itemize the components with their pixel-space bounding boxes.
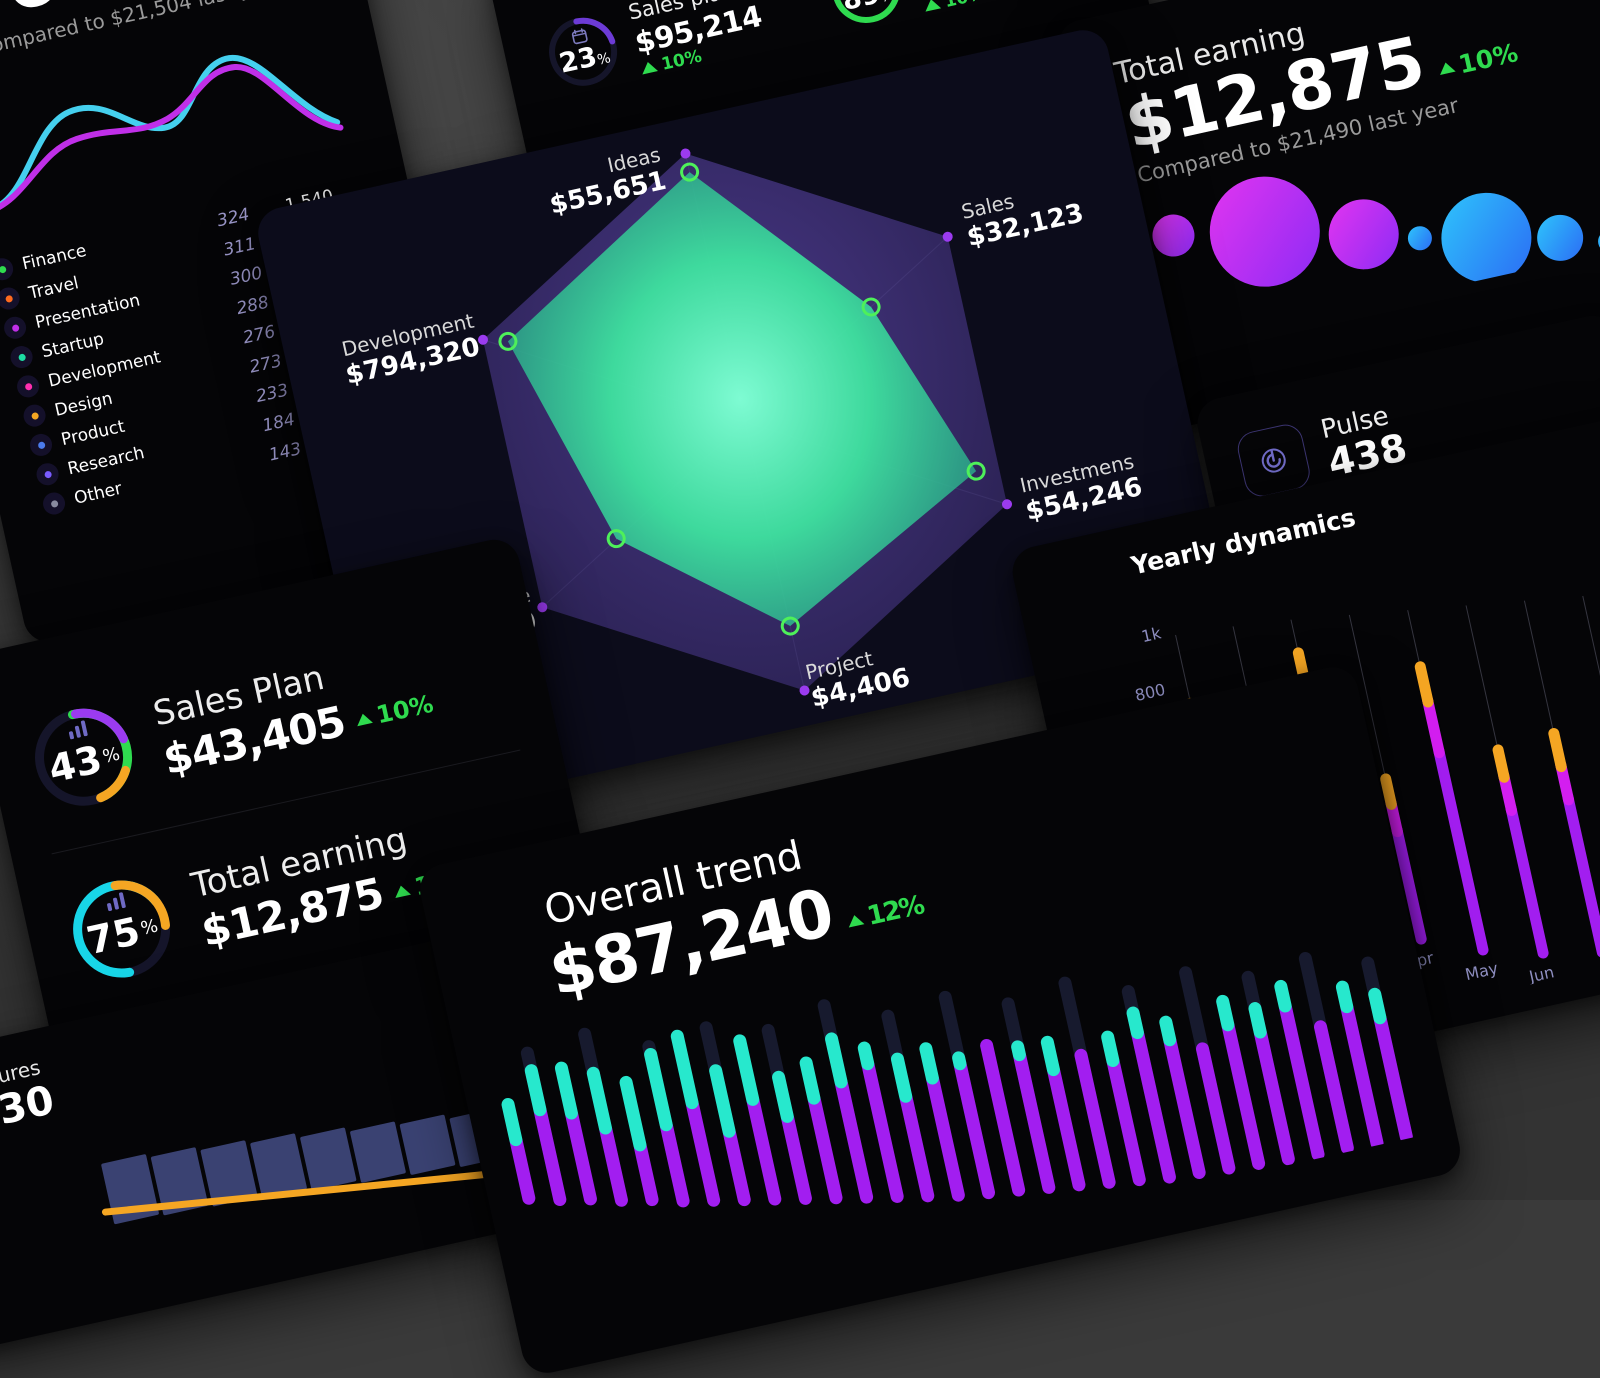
- bubble-chart: [1143, 102, 1600, 348]
- legend-dot-icon: [34, 461, 61, 488]
- legend-dot-icon: [8, 343, 35, 371]
- y-tick: 800: [1133, 680, 1167, 705]
- plan-row-earning[interactable]: 75% Total earning $12,875 10%: [52, 750, 558, 1025]
- plan-row-sales[interactable]: 43% Sales Plan $43,405 10%: [14, 579, 520, 854]
- calendar-icon: [570, 27, 590, 50]
- y-tick: 1k: [1140, 623, 1164, 646]
- radar-chart: [477, 148, 1013, 696]
- legend-dot-icon: [40, 490, 68, 517]
- x-tick: Jun: [1526, 962, 1555, 986]
- kpi-percent: 89%: [840, 0, 896, 16]
- legend-dot-icon: [0, 285, 22, 312]
- bars-icon: [103, 891, 129, 915]
- percent-overview-card: 64,3 % Compared to $21,504 last year Fin…: [0, 0, 489, 648]
- legend-dot-icon: [27, 431, 55, 459]
- plan-earning-card: 43% Sales Plan $43,405 10%: [0, 534, 614, 1106]
- progress-ring: 43%: [21, 695, 145, 819]
- legend-dot-icon: [0, 256, 16, 283]
- progress-ring: 75%: [59, 867, 183, 991]
- progress-ring: 89%: [822, 0, 910, 33]
- kpi-percent: 23%: [556, 40, 613, 80]
- sparkline-chart: [0, 2, 356, 235]
- plan-percent: 75: [82, 908, 144, 963]
- overall-trend-chart: [501, 951, 1413, 1208]
- trend-delta: 12%: [844, 890, 928, 946]
- pulse-power-icon: [1234, 421, 1314, 500]
- overall-trend-card: Overall trend $87,240 12%: [415, 662, 1465, 1378]
- plan-percent: 43: [44, 736, 106, 791]
- progress-ring: 23%: [539, 8, 627, 96]
- legend-dot-icon: [21, 402, 48, 429]
- legend-dot-icon: [1, 314, 29, 341]
- plan-delta: 10%: [353, 690, 437, 742]
- x-tick: May: [1463, 958, 1499, 984]
- x-tick: Jul: [1589, 966, 1600, 989]
- pulse-card: Pulse 438: [1192, 310, 1600, 590]
- pulse-waveform-chart: [1414, 351, 1600, 466]
- bars-icon: [65, 719, 91, 743]
- legend-dot-icon: [14, 373, 42, 400]
- total-earning-card: Total earning $12,875 10% Compared to $2…: [1053, 0, 1600, 436]
- kpi-delta: 10%: [922, 0, 987, 16]
- kpi-purchase[interactable]: 89% Purchase $61,892 10%: [814, 0, 1110, 70]
- kpi-sales-plan[interactable]: 23% Sales plan $95,214 10%: [531, 0, 827, 133]
- radar-chart-card: Ideas $55,651 Sales $32,123 Investmens $…: [253, 25, 1237, 819]
